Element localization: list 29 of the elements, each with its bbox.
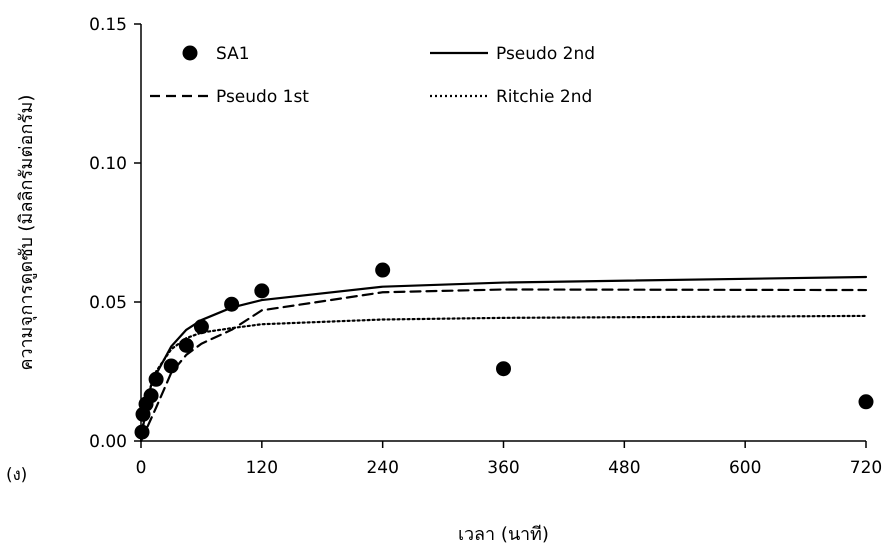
text: (ง): [6, 465, 28, 485]
legend-label: Pseudo 2nd: [496, 44, 596, 64]
point: [224, 296, 240, 312]
point: [148, 372, 164, 387]
x-tick-label: 360: [487, 458, 520, 478]
x-tick-label: 480: [608, 458, 641, 478]
legend-label: Pseudo 1st: [216, 87, 310, 107]
y-tick-label: 0.10: [89, 154, 127, 174]
point: [375, 262, 390, 278]
point: [144, 388, 159, 404]
point: [496, 361, 511, 376]
legend-label: Ritchie 2nd: [496, 87, 592, 107]
x-tick-label: 0: [136, 458, 146, 478]
y-tick-label: 0.00: [89, 432, 127, 452]
x-axis-title: เวลา (นาที): [458, 524, 549, 545]
y-axis-title: ความจุการดูดซับ (มิลลิกรัมต่อกรัม): [16, 94, 37, 370]
point: [164, 358, 179, 374]
x-tick-label: 240: [366, 458, 399, 478]
point: [254, 283, 270, 298]
point: [858, 394, 874, 410]
x-tick-label: 720: [850, 458, 882, 478]
legend-label: SA1: [216, 44, 250, 64]
y-tick-label: 0.15: [89, 15, 127, 35]
y-tick-label: 0.05: [89, 293, 127, 313]
point: [134, 424, 150, 440]
x-tick-label: 600: [728, 458, 762, 478]
point: [178, 338, 194, 353]
x-tick-label: 120: [246, 458, 278, 478]
point: [194, 319, 209, 334]
